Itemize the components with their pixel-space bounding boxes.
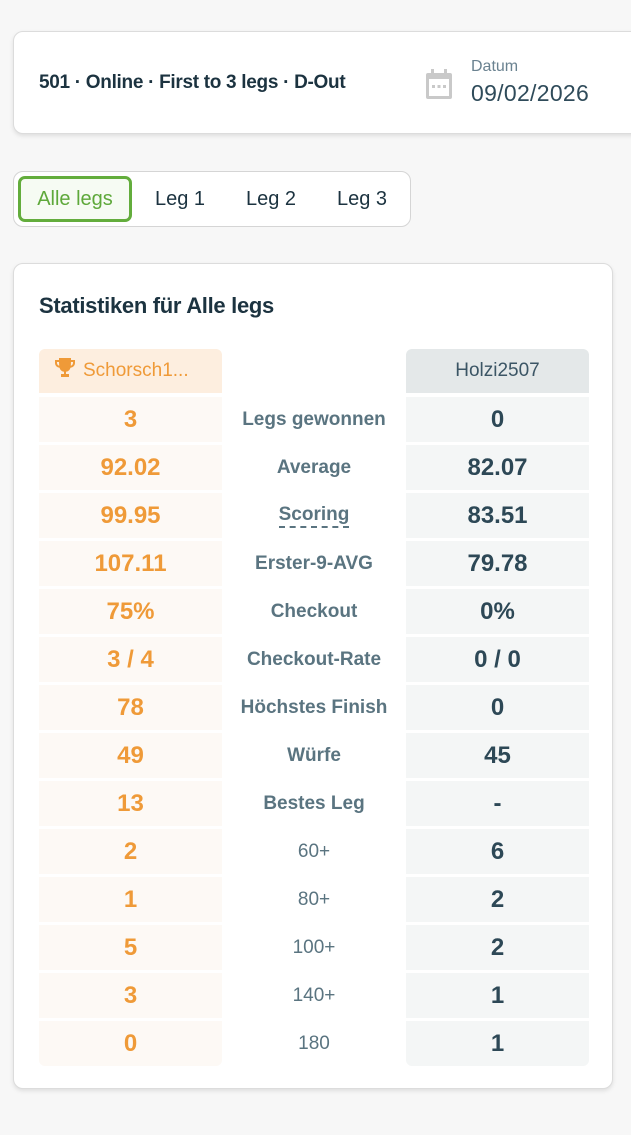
right-value: 2 xyxy=(406,877,589,922)
left-value: 3 xyxy=(39,973,222,1018)
stat-label: 140+ xyxy=(292,984,336,1006)
stat-label: 60+ xyxy=(297,840,331,862)
right-value: 45 xyxy=(406,733,589,778)
trophy-icon xyxy=(55,358,75,377)
stat-row-60-plus: 2 60+ 6 xyxy=(39,829,589,874)
stat-row-140-plus: 3 140+ 1 xyxy=(39,973,589,1018)
stats-title: Statistiken für Alle legs xyxy=(39,293,274,318)
left-value: 92.02 xyxy=(39,445,222,490)
stat-label: Bestes Leg xyxy=(263,792,365,814)
right-value: 6 xyxy=(406,829,589,874)
right-value: 0% xyxy=(406,589,589,634)
stat-label: Checkout-Rate xyxy=(246,648,382,670)
stat-label: Checkout xyxy=(270,600,358,622)
player-left-header: Schorsch1... xyxy=(39,349,222,393)
match-info: 501 · Online · First to 3 legs · D-Out xyxy=(39,72,346,93)
date-value: 09/02/2026 xyxy=(471,80,590,106)
player-left-name: Schorsch1... xyxy=(83,360,189,381)
date-label: Datum xyxy=(471,58,519,75)
stat-label-tooltip[interactable]: Scoring xyxy=(222,493,406,538)
stat-row-checkout: 75% Checkout 0% xyxy=(39,589,589,634)
stats-card: Statistiken für Alle legs Schorsch1... H… xyxy=(13,263,613,1089)
left-value: 2 xyxy=(39,829,222,874)
left-value: 1 xyxy=(39,877,222,922)
left-value: 75% xyxy=(39,589,222,634)
right-value: 2 xyxy=(406,925,589,970)
stat-row-100-plus: 5 100+ 2 xyxy=(39,925,589,970)
stat-label: Average xyxy=(276,456,352,478)
stat-row-legs-gewonnen: 3 Legs gewonnen 0 xyxy=(39,397,589,442)
stat-label: Würfe xyxy=(287,744,341,766)
stat-row-erster-9-avg: 107.11 Erster-9-AVG 79.78 xyxy=(39,541,589,586)
left-value: 5 xyxy=(39,925,222,970)
stat-row-average: 92.02 Average 82.07 xyxy=(39,445,589,490)
left-value: 0 xyxy=(39,1021,222,1066)
left-value: 49 xyxy=(39,733,222,778)
right-value: 0 / 0 xyxy=(406,637,589,682)
stat-label: Legs gewonnen xyxy=(242,408,386,430)
right-value: - xyxy=(406,781,589,826)
player-right-header: Holzi2507 xyxy=(406,349,589,393)
stat-label: 100+ xyxy=(292,936,336,958)
right-value: 0 xyxy=(406,685,589,730)
left-value: 13 xyxy=(39,781,222,826)
right-value: 79.78 xyxy=(406,541,589,586)
calendar-icon xyxy=(426,69,452,99)
stat-row-wuerfe: 49 Würfe 45 xyxy=(39,733,589,778)
right-value: 83.51 xyxy=(406,493,589,538)
right-value: 1 xyxy=(406,973,589,1018)
tab-alle-legs[interactable]: Alle legs xyxy=(18,176,132,222)
stat-row-bestes-leg: 13 Bestes Leg - xyxy=(39,781,589,826)
stat-label: Höchstes Finish xyxy=(240,696,388,718)
stat-label: Erster-9-AVG xyxy=(255,552,373,574)
stat-row-scoring: 99.95 Scoring 83.51 xyxy=(39,493,589,538)
tab-leg-2[interactable]: Leg 2 xyxy=(245,188,297,210)
stat-row-hoechstes-finish: 78 Höchstes Finish 0 xyxy=(39,685,589,730)
right-value: 0 xyxy=(406,397,589,442)
left-value: 3 xyxy=(39,397,222,442)
stat-row-80-plus: 1 80+ 2 xyxy=(39,877,589,922)
leg-tabs: Alle legs Leg 1 Leg 2 Leg 3 xyxy=(13,171,411,227)
stat-label: 80+ xyxy=(297,888,331,910)
stat-row-checkout-rate: 3 / 4 Checkout-Rate 0 / 0 xyxy=(39,637,589,682)
stat-label: 180 xyxy=(298,1032,330,1054)
tab-leg-1[interactable]: Leg 1 xyxy=(154,188,206,210)
right-value: 1 xyxy=(406,1021,589,1066)
left-value: 3 / 4 xyxy=(39,637,222,682)
left-value: 99.95 xyxy=(39,493,222,538)
left-value: 107.11 xyxy=(39,541,222,586)
right-value: 82.07 xyxy=(406,445,589,490)
player-right-name: Holzi2507 xyxy=(455,360,540,381)
match-header-card: 501 · Online · First to 3 legs · D-Out D… xyxy=(13,31,631,134)
tab-leg-3[interactable]: Leg 3 xyxy=(336,188,388,210)
stat-label: Scoring xyxy=(278,504,350,528)
stat-row-180: 0 180 1 xyxy=(39,1021,589,1066)
left-value: 78 xyxy=(39,685,222,730)
